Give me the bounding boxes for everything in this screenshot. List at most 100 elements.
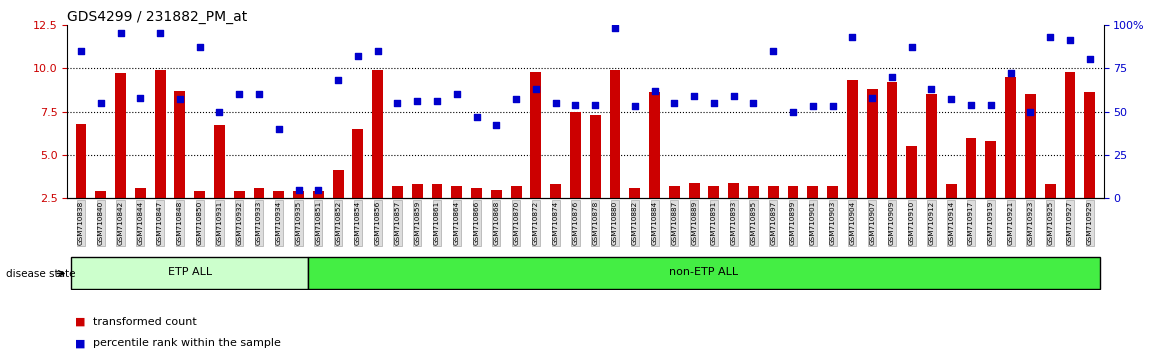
Bar <box>1005 77 1016 198</box>
Text: GSM710929: GSM710929 <box>1086 201 1093 245</box>
Text: GSM710904: GSM710904 <box>849 201 856 245</box>
Bar <box>115 73 126 198</box>
Bar <box>846 80 858 198</box>
Bar <box>95 191 107 198</box>
Point <box>606 25 624 31</box>
FancyBboxPatch shape <box>71 257 308 289</box>
Bar <box>293 191 305 198</box>
FancyBboxPatch shape <box>308 257 1100 289</box>
Point <box>1061 38 1079 43</box>
Point <box>447 91 466 97</box>
Point <box>823 103 842 109</box>
Point <box>427 98 446 104</box>
Point <box>625 103 644 109</box>
Point <box>705 100 724 106</box>
Text: percentile rank within the sample: percentile rank within the sample <box>93 338 280 348</box>
Bar <box>748 186 758 198</box>
Text: transformed count: transformed count <box>93 317 197 327</box>
Bar <box>1025 94 1036 198</box>
Bar <box>491 190 501 198</box>
Text: GSM710925: GSM710925 <box>1047 201 1053 245</box>
Point <box>290 187 308 193</box>
Bar <box>254 188 264 198</box>
Point <box>1021 109 1040 114</box>
Text: GSM710842: GSM710842 <box>118 201 124 245</box>
Text: GSM710889: GSM710889 <box>691 201 697 245</box>
Text: GSM710868: GSM710868 <box>493 201 499 245</box>
Text: GSM710891: GSM710891 <box>711 201 717 245</box>
Point <box>1080 57 1099 62</box>
Text: GSM710907: GSM710907 <box>870 201 875 245</box>
Text: GSM710857: GSM710857 <box>395 201 401 245</box>
Text: GSM710927: GSM710927 <box>1067 201 1073 245</box>
Text: disease state: disease state <box>6 269 75 279</box>
Point <box>250 91 269 97</box>
Bar <box>511 186 521 198</box>
Text: GSM710901: GSM710901 <box>809 201 816 245</box>
Text: GSM710852: GSM710852 <box>335 201 342 245</box>
Text: GSM710917: GSM710917 <box>968 201 974 245</box>
Point <box>1002 70 1020 76</box>
Point <box>151 30 169 36</box>
Point <box>764 48 783 53</box>
Point <box>665 100 683 106</box>
Bar <box>273 191 284 198</box>
Text: GSM710859: GSM710859 <box>415 201 420 245</box>
Text: GSM710931: GSM710931 <box>217 201 222 245</box>
Text: GSM710872: GSM710872 <box>533 201 538 245</box>
Point <box>190 45 208 50</box>
Point <box>309 187 328 193</box>
Bar <box>589 115 601 198</box>
Point <box>211 109 229 114</box>
Text: GSM710856: GSM710856 <box>375 201 381 245</box>
Text: GSM710844: GSM710844 <box>138 201 144 245</box>
Bar <box>570 112 581 198</box>
Point <box>91 100 110 106</box>
Bar <box>432 184 442 198</box>
Point <box>982 102 1001 107</box>
Text: GSM710909: GSM710909 <box>889 201 895 245</box>
Point <box>270 126 288 132</box>
Text: GSM710847: GSM710847 <box>157 201 163 245</box>
Text: GSM710884: GSM710884 <box>652 201 658 245</box>
Bar <box>926 94 937 198</box>
Text: GSM710878: GSM710878 <box>592 201 599 245</box>
Bar <box>452 186 462 198</box>
Text: GSM710923: GSM710923 <box>1027 201 1033 245</box>
Bar <box>787 186 799 198</box>
Point <box>329 78 347 83</box>
Bar <box>155 70 166 198</box>
Bar <box>313 191 324 198</box>
Point <box>468 114 486 120</box>
Bar <box>1064 72 1076 198</box>
Bar <box>372 70 383 198</box>
Text: GSM710880: GSM710880 <box>613 201 618 245</box>
Point <box>725 93 743 99</box>
Text: GSM710866: GSM710866 <box>474 201 479 245</box>
Text: GSM710870: GSM710870 <box>513 201 519 245</box>
Point <box>804 103 822 109</box>
Text: GSM710935: GSM710935 <box>295 201 301 245</box>
Text: GSM710850: GSM710850 <box>197 201 203 245</box>
Point <box>388 100 406 106</box>
Point <box>863 95 881 101</box>
Bar <box>966 137 976 198</box>
Point <box>488 122 506 128</box>
Point <box>111 30 130 36</box>
Text: GSM710914: GSM710914 <box>948 201 954 245</box>
Text: ■: ■ <box>75 317 86 327</box>
Bar <box>689 183 699 198</box>
Point <box>941 97 960 102</box>
Bar <box>195 191 205 198</box>
Bar <box>234 191 244 198</box>
Bar <box>650 92 660 198</box>
Text: GSM710934: GSM710934 <box>276 201 281 245</box>
Bar <box>669 186 680 198</box>
Text: GSM710910: GSM710910 <box>909 201 915 245</box>
Bar <box>946 184 957 198</box>
Point <box>408 98 426 104</box>
Bar <box>728 183 739 198</box>
Text: GSM710840: GSM710840 <box>97 201 104 245</box>
Bar <box>332 171 344 198</box>
Bar <box>887 82 897 198</box>
